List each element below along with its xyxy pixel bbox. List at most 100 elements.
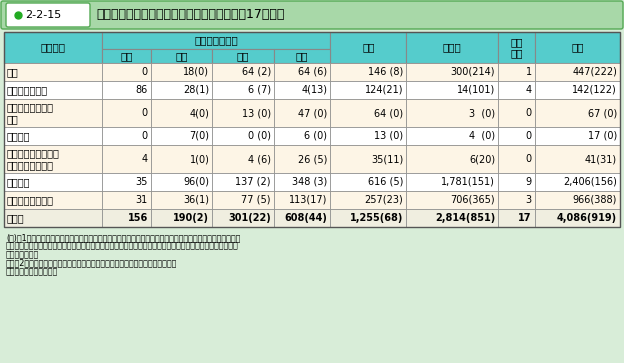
Bar (274, 145, 330, 173)
Bar (406, 32, 498, 63)
Bar (151, 99, 212, 127)
Text: 142(122): 142(122) (572, 85, 617, 95)
Bar (274, 49, 330, 63)
Bar (535, 127, 620, 145)
Text: 13 (0): 13 (0) (374, 131, 403, 141)
Bar (498, 127, 535, 145)
Bar (535, 63, 620, 81)
Text: 停職: 停職 (175, 51, 188, 61)
Text: 35: 35 (135, 177, 148, 187)
Bar (406, 99, 498, 127)
Bar (212, 173, 274, 191)
Bar (535, 173, 620, 191)
Bar (212, 63, 274, 81)
Bar (102, 209, 151, 227)
Bar (498, 32, 535, 63)
Text: 7(0): 7(0) (190, 131, 210, 141)
Text: 2-2-15: 2-2-15 (25, 10, 61, 20)
Text: 17: 17 (519, 213, 532, 223)
Text: 0: 0 (525, 154, 532, 164)
Bar (151, 127, 212, 145)
Text: (注)　1　教育職員とは，公立の小学校，中学校，高等学校，中等教育学校，自学校，聾学校又は養護学校の: (注) 1 教育職員とは，公立の小学校，中学校，高等学校，中等教育学校，自学校，… (6, 233, 240, 242)
Bar (498, 209, 535, 227)
Bar (102, 49, 151, 63)
Bar (212, 127, 274, 145)
Text: 77 (5): 77 (5) (241, 195, 271, 205)
Text: 36(1): 36(1) (183, 195, 210, 205)
Text: 総計: 総計 (571, 42, 583, 53)
Text: 348 (3): 348 (3) (292, 177, 328, 187)
Text: 懲戒処分の種類: 懲戒処分の種類 (195, 36, 238, 45)
Text: 0: 0 (142, 67, 148, 77)
Text: 13 (0): 13 (0) (242, 108, 271, 118)
Bar (498, 173, 535, 191)
Bar (330, 99, 406, 127)
Bar (4, 99, 102, 127)
Text: 6 (0): 6 (0) (305, 131, 328, 141)
Text: 86: 86 (135, 85, 148, 95)
Bar (406, 173, 498, 191)
Bar (274, 81, 330, 99)
Bar (498, 191, 535, 209)
Bar (406, 81, 498, 99)
Text: 諭旨
免職: 諭旨 免職 (510, 37, 523, 58)
Bar (406, 209, 498, 227)
Bar (212, 209, 274, 227)
FancyBboxPatch shape (1, 1, 623, 29)
Text: 706(365): 706(365) (451, 195, 495, 205)
Bar (330, 63, 406, 81)
Bar (535, 145, 620, 173)
Bar (151, 209, 212, 227)
Bar (151, 191, 212, 209)
Bar (212, 145, 274, 173)
Text: 4  (0): 4 (0) (469, 131, 495, 141)
Text: 4: 4 (525, 85, 532, 95)
Text: 608(44): 608(44) (285, 213, 328, 223)
Bar (4, 32, 620, 227)
Text: 17 (0): 17 (0) (588, 131, 617, 141)
Bar (151, 63, 212, 81)
Text: 18(0): 18(0) (183, 67, 210, 77)
Text: 合計: 合計 (362, 42, 374, 53)
Text: 124(21): 124(21) (365, 85, 403, 95)
Text: 300(214): 300(214) (451, 67, 495, 77)
Bar (535, 209, 620, 227)
Bar (330, 191, 406, 209)
Text: 47 (0): 47 (0) (298, 108, 328, 118)
Text: 公費の不正執行又は
手当等の不正受給: 公費の不正執行又は 手当等の不正受給 (7, 148, 60, 170)
Text: 26 (5): 26 (5) (298, 154, 328, 164)
Bar (212, 99, 274, 127)
Text: 67 (0): 67 (0) (588, 108, 617, 118)
Bar (406, 63, 498, 81)
Bar (102, 81, 151, 99)
Text: 31: 31 (135, 195, 148, 205)
Bar (330, 173, 406, 191)
FancyBboxPatch shape (6, 3, 90, 27)
Text: 28(1): 28(1) (183, 85, 210, 95)
Bar (498, 81, 535, 99)
Text: 交通事故: 交通事故 (7, 177, 31, 187)
Bar (535, 32, 620, 63)
Text: 14(101): 14(101) (457, 85, 495, 95)
Text: （資料）文部科学省調べ: （資料）文部科学省調べ (6, 267, 58, 276)
Bar (212, 49, 274, 63)
Text: 137 (2): 137 (2) (235, 177, 271, 187)
Bar (102, 191, 151, 209)
Text: 0: 0 (525, 108, 532, 118)
Text: 2,406(156): 2,406(156) (563, 177, 617, 187)
Bar (151, 49, 212, 63)
Text: 4(13): 4(13) (301, 85, 328, 95)
Text: 国旗・国歌の取扱
い等: 国旗・国歌の取扱 い等 (7, 102, 54, 124)
Bar (151, 81, 212, 99)
Bar (4, 173, 102, 191)
Bar (102, 32, 330, 49)
Bar (406, 145, 498, 173)
Text: 4: 4 (142, 154, 148, 164)
Text: 訓告等: 訓告等 (443, 42, 462, 53)
Text: 4(0): 4(0) (190, 108, 210, 118)
Text: 1: 1 (525, 67, 532, 77)
Text: 113(17): 113(17) (289, 195, 328, 205)
Text: 6 (7): 6 (7) (248, 85, 271, 95)
Bar (4, 32, 102, 63)
Bar (535, 81, 620, 99)
